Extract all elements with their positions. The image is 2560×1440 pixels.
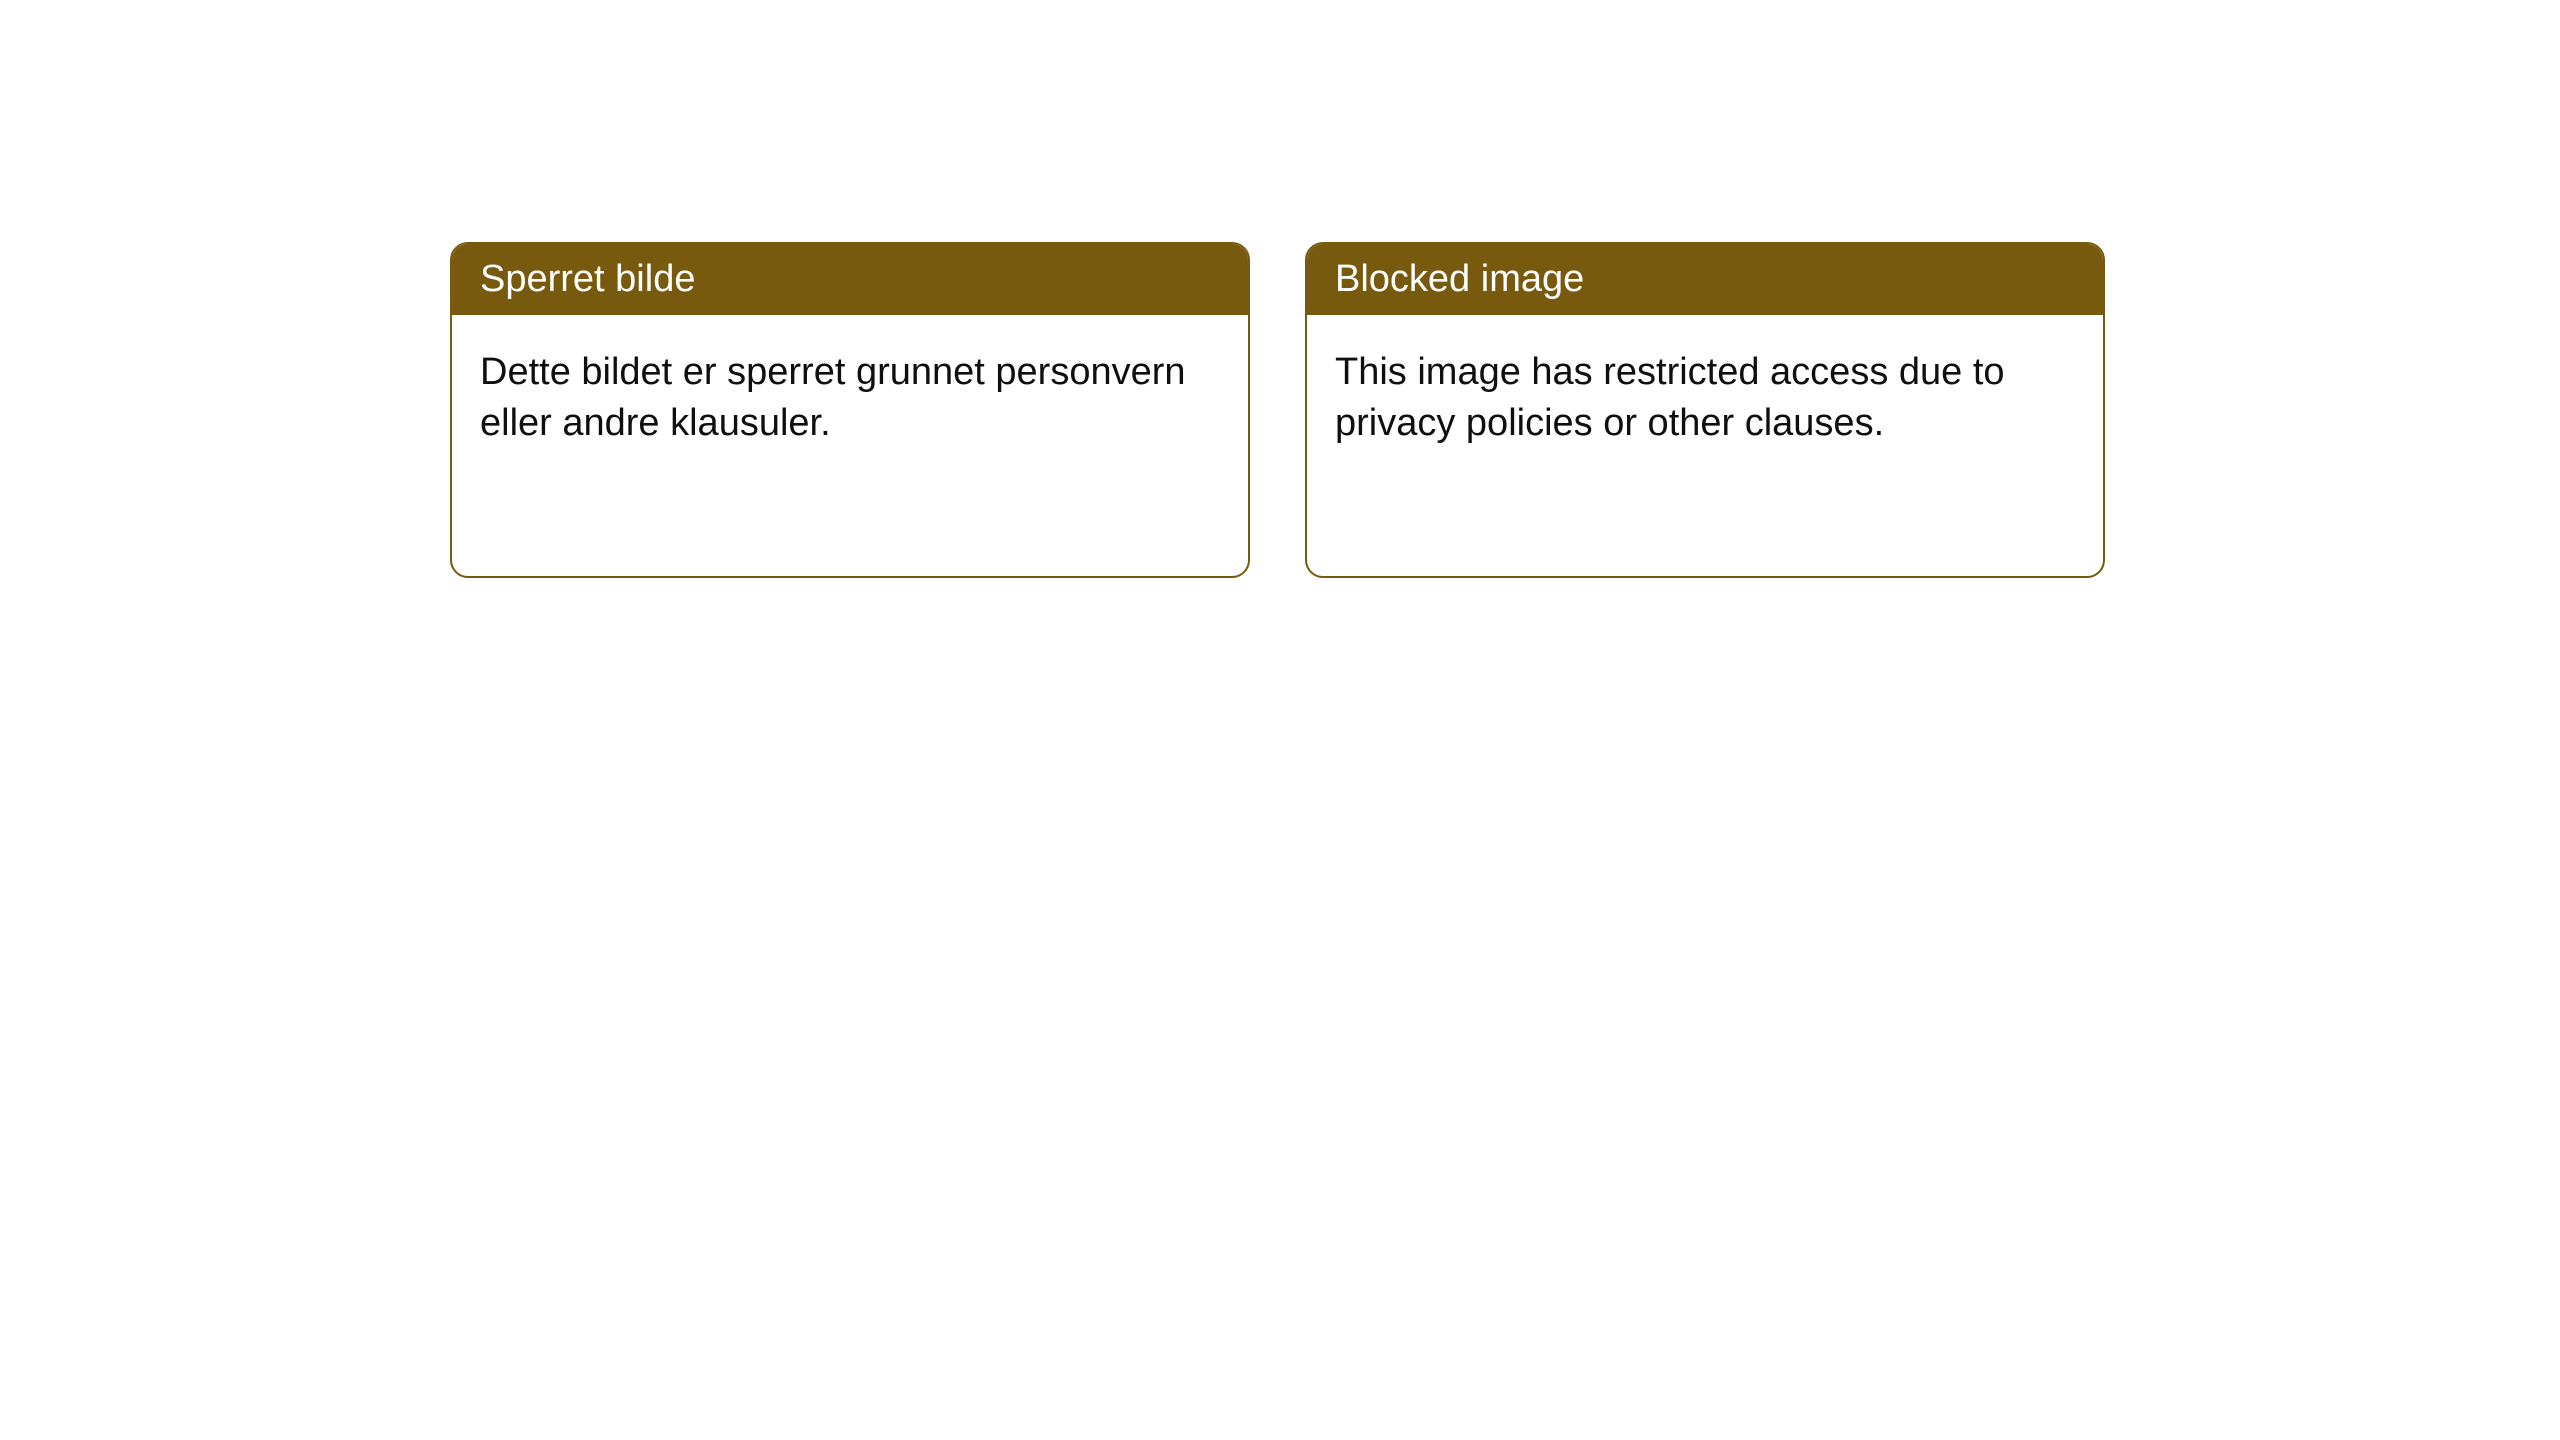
notice-header: Blocked image [1307, 244, 2103, 315]
notice-card-english: Blocked image This image has restricted … [1305, 242, 2105, 578]
notice-card-norwegian: Sperret bilde Dette bildet er sperret gr… [450, 242, 1250, 578]
notice-title: Blocked image [1335, 258, 1584, 300]
notice-body: Dette bildet er sperret grunnet personve… [452, 315, 1248, 482]
notice-cards-container: Sperret bilde Dette bildet er sperret gr… [450, 242, 2105, 578]
notice-message: Dette bildet er sperret grunnet personve… [480, 351, 1186, 444]
notice-header: Sperret bilde [452, 244, 1248, 315]
notice-body: This image has restricted access due to … [1307, 315, 2103, 482]
notice-message: This image has restricted access due to … [1335, 351, 2005, 444]
notice-title: Sperret bilde [480, 258, 695, 300]
